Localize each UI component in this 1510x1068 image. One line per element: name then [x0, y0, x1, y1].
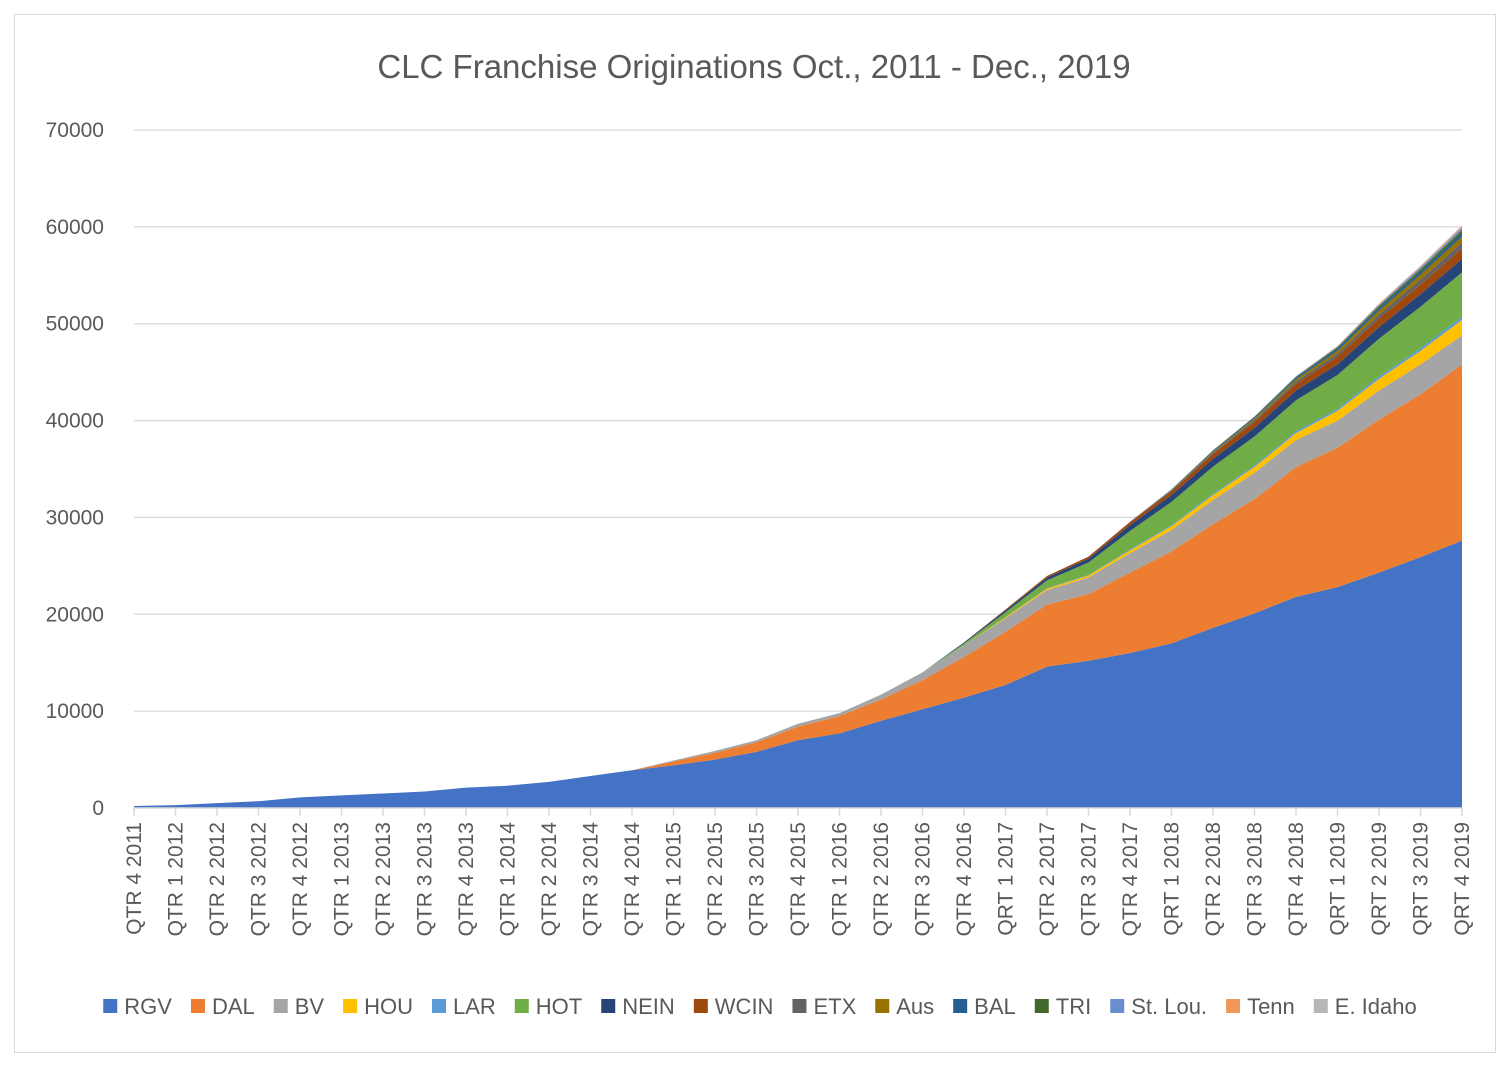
y-tick-label-30000: 30000: [46, 506, 104, 529]
legend-swatch-st-lou: [1110, 999, 1125, 1013]
legend-swatch-hot: [514, 999, 529, 1013]
x-axis-tick-labels: QTR 4 2011 QTR 1 2012 QTR 2 2012 QTR 3 2012…: [123, 822, 1474, 937]
legend-item-nein: NEIN: [601, 994, 675, 1019]
legend-label-hot: HOT: [536, 994, 582, 1019]
x-tick-label: QTR 2 2015: [704, 822, 727, 936]
y-tick-label-0: 0: [92, 797, 104, 820]
x-tick-label: QTR 4 2012: [289, 822, 312, 936]
axes: [133, 807, 1463, 816]
legend-label-rgv: RGV: [124, 994, 172, 1019]
legend-item-hot: HOT: [514, 994, 582, 1019]
legend-item-bv: BV: [273, 994, 325, 1019]
x-tick-label: QTR 2 2014: [538, 822, 561, 937]
x-tick-label: QTR 3 2018: [1244, 822, 1267, 936]
x-tick-label: QTR 1 2012: [165, 822, 188, 936]
legend-swatch-bal: [953, 999, 968, 1013]
legend-item-dal: DAL: [190, 994, 255, 1019]
y-tick-label-70000: 70000: [46, 119, 104, 142]
legend-swatch-rgv: [103, 999, 118, 1013]
x-tick-label: QTR 2 2017: [1036, 822, 1059, 936]
x-tick-label: QTR 4 2017: [1119, 822, 1142, 936]
y-tick-label-10000: 10000: [46, 700, 104, 723]
y-tick-label-50000: 50000: [46, 313, 104, 336]
legend-swatch-aus: [875, 999, 890, 1013]
x-tick-label: QTR 4 2018: [1285, 822, 1308, 936]
x-tick-label: QTR 1 2015: [663, 822, 686, 936]
x-tick-label: QTR 3 2017: [1078, 822, 1101, 936]
legend-label-dal: DAL: [212, 994, 255, 1019]
legend-label-e-idaho: E. Idaho: [1335, 994, 1417, 1019]
x-tick-label: QTR 3 2012: [248, 822, 271, 936]
legend-label-tri: TRI: [1056, 994, 1091, 1019]
legend: RGV DAL BV HOU LAR HOT NEIN WCIN ETX Aus BAL TRI St.…: [103, 994, 1417, 1019]
x-tick-label: QTR 1 2014: [497, 822, 520, 937]
x-tick-label: QTR 1 2016: [829, 822, 852, 936]
x-tick-label: QTR 3 2014: [580, 822, 603, 937]
legend-item-wcin: WCIN: [693, 994, 774, 1019]
legend-label-aus: Aus: [896, 994, 934, 1019]
legend-label-etx: ETX: [813, 994, 856, 1019]
x-tick-label: QTR 3 2013: [414, 822, 437, 936]
x-tick-label: QTR 4 2016: [953, 822, 976, 936]
legend-item-etx: ETX: [792, 994, 857, 1019]
x-tick-label: QTR 2 2018: [1202, 822, 1225, 936]
x-tick-label: QTR 4 2014: [621, 822, 644, 937]
legend-item-rgv: RGV: [103, 994, 172, 1019]
legend-swatch-e-idaho: [1313, 999, 1328, 1013]
legend-label-hou: HOU: [364, 994, 413, 1019]
x-tick-label: QRT 1 2019: [1327, 822, 1350, 936]
plot-areas: [134, 225, 1462, 808]
x-tick-label: QRT 3 2019: [1410, 822, 1433, 936]
x-tick-label: QRT 1 2017: [995, 822, 1018, 936]
chart-title: CLC Franchise Originations Oct., 2011 - …: [377, 48, 1130, 85]
legend-swatch-hou: [343, 999, 358, 1013]
x-tick-label: QTR 2 2012: [206, 822, 229, 936]
legend-item-tenn: Tenn: [1226, 994, 1295, 1019]
legend-item-lar: LAR: [431, 994, 496, 1019]
legend-swatch-bv: [273, 999, 288, 1013]
legend-item-aus: Aus: [875, 994, 934, 1019]
x-tick-label: QRT 4 2019: [1451, 822, 1474, 936]
x-tick-label: QTR 2 2016: [870, 822, 893, 936]
y-tick-label-40000: 40000: [46, 410, 104, 433]
legend-label-tenn: Tenn: [1247, 994, 1295, 1019]
legend-label-nein: NEIN: [622, 994, 675, 1019]
legend-item-tri: TRI: [1034, 994, 1091, 1019]
area-rgv: [134, 540, 1462, 808]
x-tick-label: QTR 4 2015: [787, 822, 810, 936]
x-tick-label: QTR 3 2015: [746, 822, 769, 936]
legend-label-wcin: WCIN: [715, 994, 774, 1019]
legend-swatch-lar: [431, 999, 446, 1013]
legend-item-st-lou: St. Lou.: [1110, 994, 1207, 1019]
y-tick-label-20000: 20000: [46, 603, 104, 626]
legend-label-lar: LAR: [453, 994, 496, 1019]
legend-item-hou: HOU: [343, 994, 413, 1019]
legend-item-e-idaho: E. Idaho: [1313, 994, 1417, 1019]
legend-swatch-dal: [190, 999, 205, 1013]
legend-item-bal: BAL: [953, 994, 1016, 1019]
x-tick-label: QTR 1 2013: [331, 822, 354, 936]
legend-swatch-wcin: [693, 999, 708, 1013]
legend-label-bv: BV: [295, 994, 325, 1019]
legend-label-st-lou: St. Lou.: [1131, 994, 1207, 1019]
area-dal: [134, 364, 1462, 807]
x-tick-label: QTR 4 2011: [123, 822, 146, 935]
legend-swatch-tri: [1034, 999, 1049, 1013]
x-tick-label: QRT 1 2018: [1161, 822, 1184, 936]
legend-label-bal: BAL: [974, 994, 1016, 1019]
legend-swatch-nein: [601, 999, 616, 1013]
y-tick-label-60000: 60000: [46, 216, 104, 239]
legend-swatch-etx: [792, 999, 807, 1013]
x-tick-label: QRT 2 2019: [1368, 822, 1391, 936]
x-tick-label: QTR 4 2013: [455, 822, 478, 936]
y-axis-tick-labels: 0 10000 20000 30000 40000 50000 60000 70000: [46, 119, 104, 820]
x-tick-label: QTR 2 2013: [372, 822, 395, 936]
legend-swatch-tenn: [1226, 999, 1241, 1013]
x-tick-label: QTR 3 2016: [912, 822, 935, 936]
